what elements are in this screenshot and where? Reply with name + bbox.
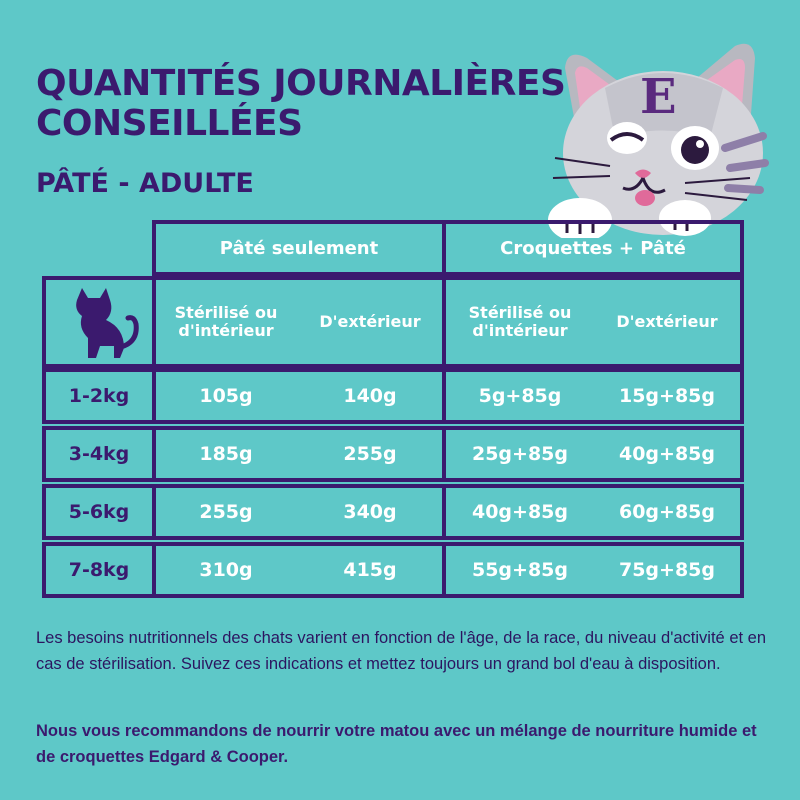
recommendation-paragraph: Nous vous recommandons de nourrir votre … — [36, 722, 757, 766]
group-header-kibble-pate: Croquettes + Pâté — [500, 237, 686, 259]
value-cell: 105g — [199, 385, 253, 407]
weight-cell: 7-8kg — [68, 559, 130, 581]
value-cell: 140g — [343, 385, 397, 407]
page-title: QUANTITÉS JOURNALIÈRES CONSEILLÉES — [36, 63, 566, 144]
feeding-table: Pâté seulement Croquettes + Pâté Stérili… — [42, 220, 744, 598]
value-cell: 5g+85g — [478, 385, 562, 407]
sub-header-indoor-2: Stérilisé ou d'intérieur — [468, 303, 572, 340]
weight-cell: 1-2kg — [68, 385, 130, 407]
value-cell: 25g+85g — [471, 443, 568, 465]
cat-silhouette-icon — [76, 288, 139, 358]
mascot-logo-letter: E — [640, 69, 677, 125]
value-cell: 255g — [199, 501, 253, 523]
value-cell: 415g — [343, 559, 397, 581]
value-cell: 55g+85g — [471, 559, 568, 581]
value-cell: 60g+85g — [618, 501, 715, 523]
value-cell: 15g+85g — [618, 385, 715, 407]
weight-cell: 5-6kg — [68, 501, 130, 523]
value-cell: 310g — [199, 559, 253, 581]
value-cell: 75g+85g — [618, 559, 715, 581]
info-paragraph: Les besoins nutritionnels des chats vari… — [36, 629, 767, 673]
sub-header-indoor-1: Stérilisé ou d'intérieur — [174, 303, 278, 340]
cat-mascot-illustration: E — [548, 43, 769, 238]
sub-header-outdoor-1: D'extérieur — [319, 312, 421, 331]
sub-header-outdoor-2: D'extérieur — [616, 312, 718, 331]
weight-cell: 3-4kg — [68, 443, 130, 465]
value-cell: 40g+85g — [618, 443, 715, 465]
page-subtitle: PÂTÉ - ADULTE — [36, 168, 254, 199]
value-cell: 255g — [343, 443, 397, 465]
table-grid — [42, 220, 744, 598]
value-cell: 340g — [343, 501, 397, 523]
value-cell: 40g+85g — [471, 501, 568, 523]
group-header-pate-only: Pâté seulement — [219, 237, 379, 259]
value-cell: 185g — [199, 443, 253, 465]
